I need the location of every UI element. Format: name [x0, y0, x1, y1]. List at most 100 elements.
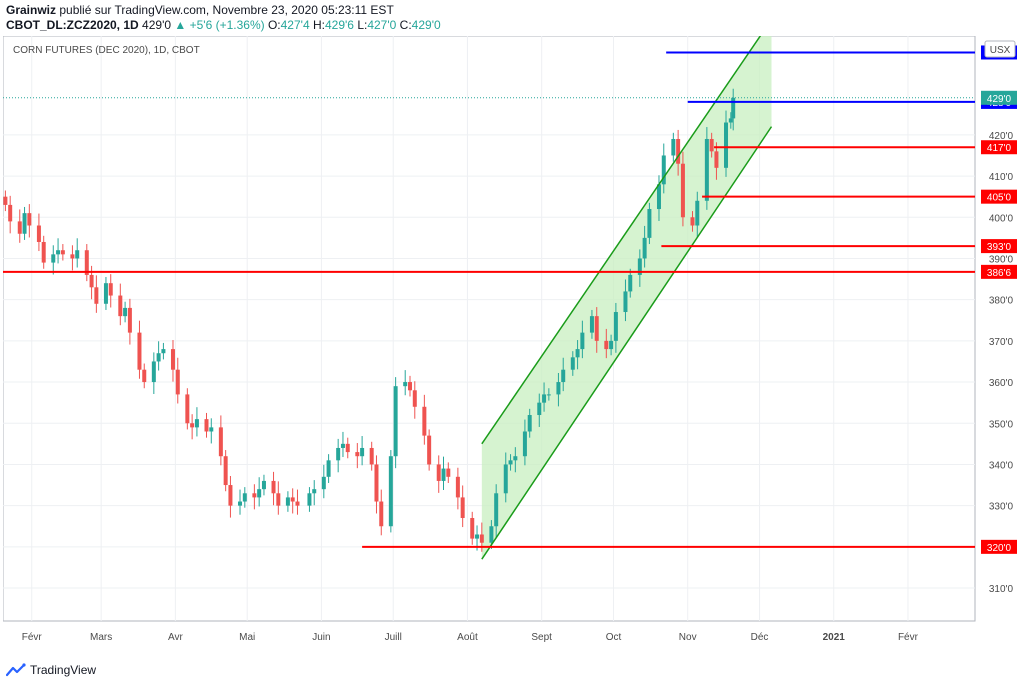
- y-tick-label: 390'0: [989, 254, 1014, 265]
- chart-svg[interactable]: 310'0 320'0 330'0 340'0 350'0 360'0 370'0 380'0…: [3, 36, 1019, 651]
- y-tick-label: 410'0: [989, 172, 1014, 183]
- candle-body: [190, 423, 195, 428]
- x-tick-label: Févr: [898, 632, 919, 643]
- currency-button-label[interactable]: USX: [990, 45, 1011, 56]
- candle-body: [204, 419, 209, 432]
- candle-body: [295, 501, 300, 506]
- currency-button[interactable]: [984, 40, 1016, 58]
- candle-body: [285, 497, 290, 506]
- candle-body: [412, 390, 417, 407]
- x-tick-label: Oct: [606, 632, 622, 643]
- y-tick-label: 380'0: [989, 296, 1014, 307]
- candle-body: [637, 258, 642, 275]
- candle-body: [542, 394, 547, 403]
- candle-body: [537, 402, 542, 416]
- candle-body: [56, 250, 61, 255]
- candle-body: [609, 340, 614, 350]
- candle-body: [312, 489, 317, 494]
- y-tick-label: 420'0: [989, 131, 1014, 142]
- candle-body: [355, 452, 360, 457]
- candle-body: [575, 349, 580, 358]
- close-value: 429'0: [411, 18, 441, 32]
- candle-body: [27, 213, 32, 226]
- candle-body: [695, 200, 700, 226]
- candle-body: [271, 480, 276, 494]
- candle-body: [321, 476, 326, 490]
- candle-body: [407, 382, 412, 391]
- level-label: 417'0: [987, 143, 1012, 154]
- candle-body: [103, 283, 108, 304]
- y-tick-label: 370'0: [989, 337, 1014, 348]
- candle-body: [470, 518, 475, 539]
- y-tick-label: 340'0: [989, 460, 1014, 471]
- chart-area[interactable]: 310'0 320'0 330'0 340'0 350'0 360'0 370'0 380'0…: [3, 36, 1019, 651]
- candle-body: [3, 196, 8, 205]
- candle-body: [75, 250, 80, 259]
- candle-body: [522, 431, 527, 457]
- level-label-box: [981, 239, 1017, 254]
- x-tick-label: 2021: [823, 632, 846, 643]
- published-text: publié sur TradingView.com, Novembre 23,…: [56, 3, 394, 17]
- candle-body: [194, 419, 199, 428]
- candle-body: [604, 340, 609, 350]
- last-price-label-box: [981, 90, 1017, 105]
- candle-body: [94, 287, 99, 304]
- candle-body: [613, 312, 618, 341]
- candle-body: [209, 427, 214, 432]
- close-label: C:: [399, 18, 412, 32]
- price-change: ▲ +5'6 (+1.36%): [174, 18, 265, 32]
- channel-upper-line: [481, 36, 762, 445]
- open-value: 427'4: [280, 18, 310, 32]
- candle-body: [570, 357, 575, 370]
- level-label-box: [981, 264, 1017, 279]
- candle-body: [8, 204, 13, 222]
- candle-body: [127, 307, 132, 333]
- candle-body: [704, 138, 709, 201]
- candle-body: [513, 456, 518, 461]
- x-tick-label: Sept: [531, 632, 552, 643]
- y-tick-label: 350'0: [989, 419, 1014, 430]
- candle-body: [22, 213, 27, 234]
- level-label-box: [981, 140, 1017, 155]
- channel-lower-line: [481, 126, 773, 560]
- candle-body: [161, 349, 166, 354]
- candle-body: [137, 332, 142, 370]
- candle-body: [36, 225, 41, 242]
- open-label: O:: [267, 18, 281, 32]
- candle-body: [51, 254, 56, 263]
- level-label-box: [981, 189, 1017, 204]
- candle-body: [475, 534, 480, 539]
- candle-body: [257, 489, 262, 498]
- high-value: 429'6: [324, 18, 354, 32]
- candle-body: [422, 406, 427, 436]
- candle-body: [709, 138, 714, 152]
- author-name[interactable]: Grainwiz: [6, 3, 57, 17]
- x-tick-label: Juill: [385, 632, 402, 643]
- level-label: 386'6: [987, 268, 1012, 279]
- candle-body: [60, 250, 65, 255]
- low-label: L:: [357, 18, 368, 32]
- y-tick-label: 330'0: [989, 502, 1014, 513]
- candle-body: [151, 361, 156, 383]
- candle-body: [403, 382, 408, 387]
- candle-body: [731, 97, 736, 119]
- low-value: 427'0: [367, 18, 397, 32]
- candle-body: [589, 316, 594, 333]
- candle-body: [41, 241, 46, 263]
- candle-body: [724, 122, 729, 168]
- candle-body: [527, 415, 532, 432]
- candle-body: [379, 501, 384, 527]
- candle-body: [479, 534, 484, 543]
- level-label-box: [981, 539, 1017, 554]
- candle-body: [340, 443, 345, 448]
- candle-body: [369, 447, 374, 465]
- candle-body: [441, 468, 446, 481]
- candle-body: [326, 460, 331, 477]
- candle-body: [336, 447, 341, 461]
- candle-body: [489, 526, 494, 543]
- candle-body: [290, 497, 295, 502]
- candle-body: [393, 386, 398, 457]
- footer-brand[interactable]: TradingView: [30, 663, 97, 677]
- candle-body: [252, 493, 257, 498]
- candle-body: [345, 443, 350, 453]
